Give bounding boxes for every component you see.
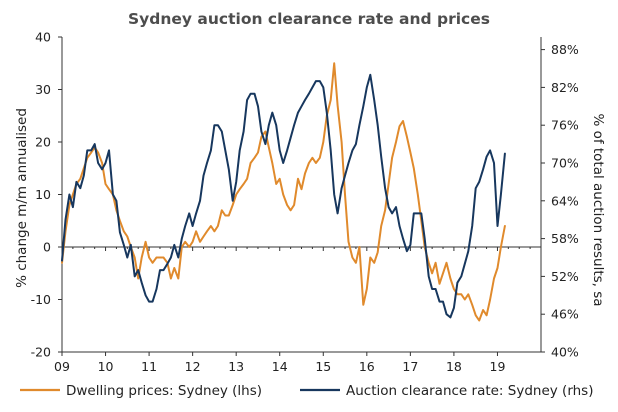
legend: Dwelling prices: Sydney (lhs) Auction cle… <box>20 383 593 399</box>
x-tick-label: 17 <box>402 359 418 374</box>
left-axis-ticks: -20 -10 0 10 20 30 40 <box>31 30 62 360</box>
right-tick-label: 76% <box>551 118 579 133</box>
auction-clearance-line <box>61 73 506 319</box>
left-tick-label: 10 <box>35 187 51 202</box>
plot-frame <box>61 37 542 353</box>
x-axis-ticks: 09 10 11 12 13 14 15 16 17 18 19 <box>54 352 505 374</box>
x-tick-label: 10 <box>98 359 114 374</box>
x-tick-label: 19 <box>490 359 506 374</box>
right-tick-label: 88% <box>551 42 579 57</box>
left-tick-label: 0 <box>43 240 51 255</box>
right-tick-label: 40% <box>551 345 579 360</box>
x-tick-label: 16 <box>359 359 375 374</box>
left-tick-label: 20 <box>35 135 51 150</box>
x-tick-label: 11 <box>141 359 157 374</box>
dwelling-prices-line <box>61 62 506 322</box>
right-axis-label: % of total auction results, sa <box>590 113 606 306</box>
legend-label-dwelling: Dwelling prices: Sydney (lhs) <box>66 383 262 399</box>
x-tick-label: 18 <box>446 359 462 374</box>
x-tick-label: 12 <box>185 359 201 374</box>
series-layer <box>61 62 506 322</box>
right-tick-label: 58% <box>551 231 579 246</box>
zero-line-layer <box>61 246 542 251</box>
left-tick-label: -20 <box>31 345 51 360</box>
x-tick-label: 13 <box>228 359 244 374</box>
left-tick-label: 30 <box>35 82 51 97</box>
right-axis-ticks: 40% 46% 52% 58% 64% 70% 76% 82% 88% <box>541 42 579 360</box>
legend-label-clearance: Auction clearance rate: Sydney (rhs) <box>346 383 593 399</box>
left-axis-label: % change m/m annualised <box>14 108 30 288</box>
right-tick-label: 70% <box>551 156 579 171</box>
right-tick-label: 46% <box>551 307 579 322</box>
right-tick-label: 64% <box>551 193 579 208</box>
chart-title: Sydney auction clearance rate and prices <box>128 10 490 28</box>
x-tick-label: 15 <box>315 359 331 374</box>
right-tick-label: 52% <box>551 269 579 284</box>
x-tick-label: 09 <box>54 359 70 374</box>
x-tick-label: 14 <box>272 359 288 374</box>
right-tick-label: 82% <box>551 80 579 95</box>
left-tick-label: -10 <box>31 292 51 307</box>
left-tick-label: 40 <box>35 30 51 45</box>
